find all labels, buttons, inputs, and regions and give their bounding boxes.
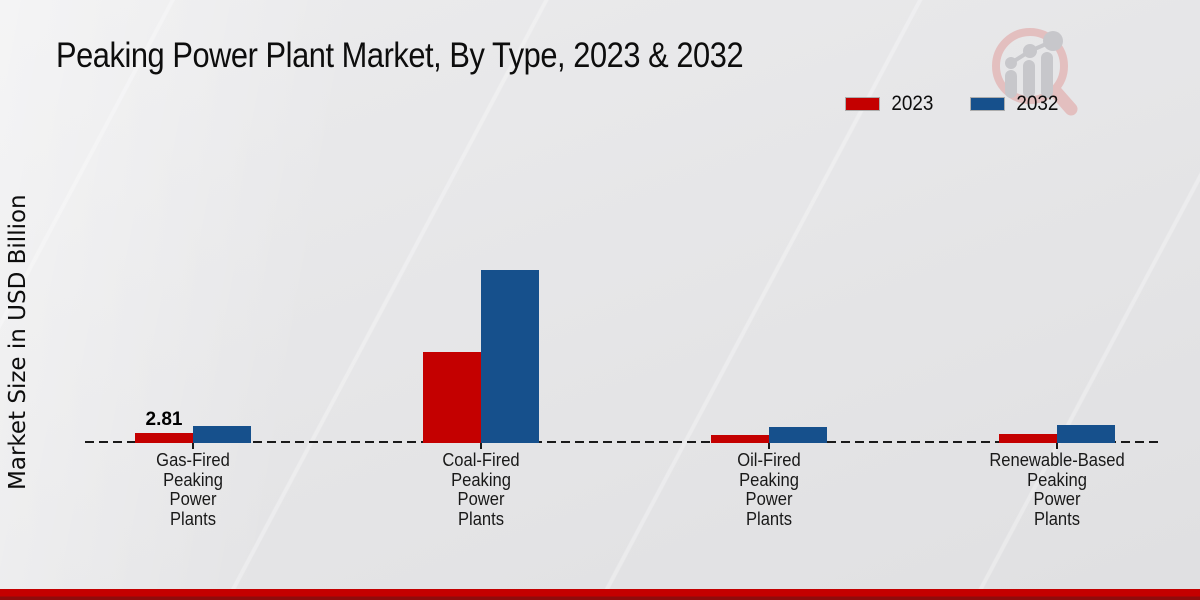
category-label-3: Renewable-Based Peaking Power Plants (989, 450, 1125, 529)
x-axis-tick (192, 443, 194, 449)
legend-label-2023: 2023 (891, 92, 934, 115)
legend-swatch-2023 (845, 97, 880, 111)
legend-swatch-2032 (969, 97, 1005, 111)
logo-bar-medium-icon (1023, 60, 1035, 98)
legend: 2023 2032 (845, 92, 1060, 116)
bar-2023-2 (711, 434, 769, 443)
chart-title: Peaking Power Plant Market, By Type, 202… (56, 36, 744, 75)
magnifier-lens-icon (992, 28, 1068, 104)
logo-bar-small-icon (1005, 70, 1017, 98)
magnifier-handle-icon (1049, 85, 1078, 116)
data-label: 2.81 (145, 409, 183, 431)
logo-graphic (992, 28, 1078, 116)
legend-label-2032: 2032 (1016, 92, 1059, 115)
x-axis-baseline (85, 441, 1163, 443)
logo-dot-medium-icon (1023, 44, 1037, 58)
x-axis-tick (1056, 443, 1058, 449)
logo-dot-large-icon (1043, 31, 1063, 51)
legend-item-2023: 2023 (845, 92, 936, 116)
bar-2032-0 (193, 425, 251, 443)
logo-bar-tall-icon (1041, 52, 1053, 98)
x-axis-tick (768, 443, 770, 449)
x-axis-tick (480, 443, 482, 449)
bar-2023-3 (999, 434, 1057, 443)
bar-2032-3 (1057, 424, 1115, 443)
category-label-1: Coal-Fired Peaking Power Plants (442, 450, 520, 529)
magnifier-bar-chart-logo (990, 26, 1080, 123)
bar-2023-1 (423, 351, 481, 443)
bar-2023-0 (135, 433, 193, 443)
bar-2032-2 (769, 427, 827, 443)
category-label-2: Oil-Fired Peaking Power Plants (737, 450, 801, 529)
footer-accent-bar (0, 589, 1200, 600)
legend-item-2032: 2032 (969, 92, 1061, 116)
logo-dot-small-icon (1005, 57, 1017, 69)
bar-2032-1 (481, 270, 539, 443)
category-label-0: Gas-Fired Peaking Power Plants (156, 450, 230, 529)
